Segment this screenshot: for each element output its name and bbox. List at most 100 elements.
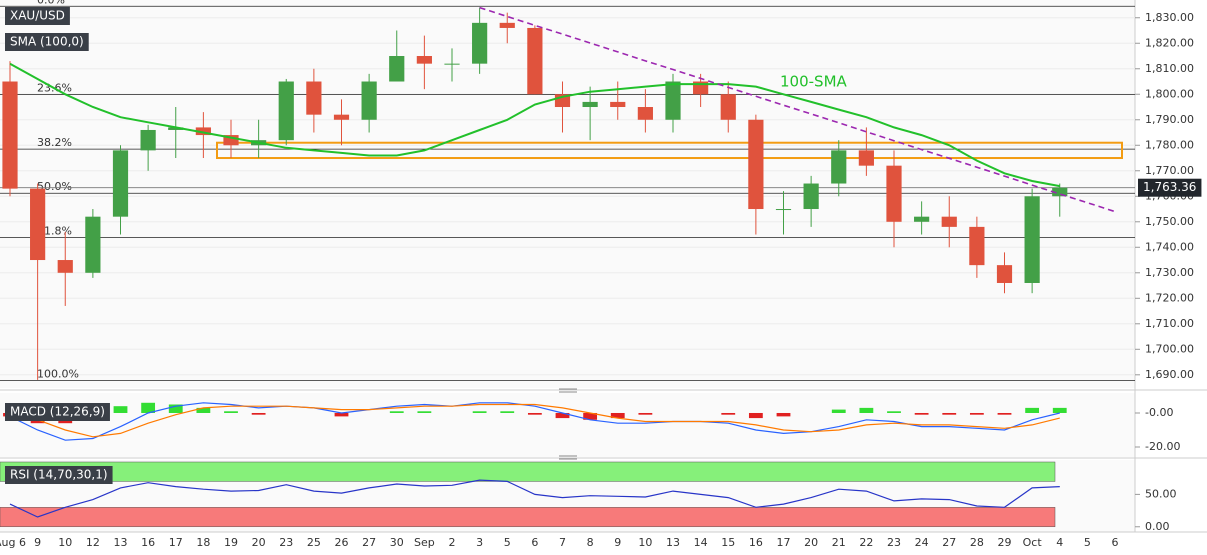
histogram-bar (997, 412, 1012, 415)
histogram-bar (417, 411, 432, 413)
x-tick-label: 19 (224, 536, 238, 549)
y-tick-label: 1,730.00 (1145, 266, 1194, 279)
zone (216, 141, 1123, 160)
fib-label: 50.0% (37, 180, 72, 193)
pane-handle[interactable] (559, 388, 577, 393)
x-tick-label: 8 (587, 536, 594, 549)
candle-body (914, 216, 930, 222)
x-tick-label: 3 (476, 536, 483, 549)
candle-body (30, 188, 46, 261)
candle-body (361, 81, 377, 120)
x-tick-label: Aug 6 (0, 536, 26, 549)
x-tick-label: 28 (970, 536, 984, 549)
x-tick-label: 30 (390, 536, 404, 549)
candle-body (831, 150, 847, 184)
candle-body (444, 63, 460, 65)
candle-body (858, 150, 874, 166)
histogram-bar (500, 411, 515, 413)
y-tick-label: 1,780.00 (1145, 138, 1194, 151)
x-tick-label: 27 (362, 536, 376, 549)
histogram-bar (196, 407, 211, 413)
y-tick-label: 1,720.00 (1145, 291, 1194, 304)
label-tag (5, 7, 70, 25)
y-tick-label: 1,700.00 (1145, 342, 1194, 355)
y-tick-label: 1,800.00 (1145, 87, 1194, 100)
annotation: 100-SMA (780, 73, 848, 91)
candle-body (195, 127, 211, 136)
x-tick-label: Sep (414, 536, 435, 549)
candle-body (941, 216, 957, 227)
x-tick-label: 24 (915, 536, 929, 549)
x-tick-label: 22 (859, 536, 873, 549)
y-tick-label: 1,710.00 (1145, 317, 1194, 330)
label-tag-text: SMA (100,0) (10, 35, 84, 49)
x-tick-label: 25 (307, 536, 321, 549)
x-tick-label: 14 (694, 536, 708, 549)
pane-handle[interactable] (559, 455, 577, 460)
histogram-bar (583, 412, 598, 420)
line-series (9, 403, 1060, 438)
histogram-bar (638, 412, 653, 415)
candle-body (996, 265, 1013, 283)
x-tick-label: 4 (1056, 536, 1063, 549)
histogram-bar (610, 412, 625, 419)
x-tick-label: 5 (504, 536, 511, 549)
candle-body (2, 81, 18, 189)
fib-label: 100.0% (37, 367, 79, 380)
histogram-bar (555, 412, 570, 419)
x-tick-label: 10 (58, 536, 72, 549)
candle-body (1024, 196, 1040, 283)
x-tick-label: 21 (832, 536, 846, 549)
y-tick-label: -20.00 (1145, 440, 1180, 453)
x-tick-label: 13 (666, 536, 680, 549)
x-tick-label: 18 (196, 536, 210, 549)
candle-body (278, 81, 294, 141)
rsi-band (0, 507, 1056, 528)
histogram-bar (389, 411, 404, 413)
x-tick-label: 5 (1084, 536, 1091, 549)
x-tick-label: 23 (279, 536, 293, 549)
candle-body (85, 216, 101, 273)
x-tick-label: 27 (942, 536, 956, 549)
line-series (9, 479, 1060, 518)
y-tick-label: 0.00 (1145, 520, 1170, 533)
x-tick-label: Oct (1023, 536, 1043, 549)
label-tag (5, 33, 89, 51)
histogram-bar (887, 411, 901, 413)
candle-body (803, 183, 819, 210)
candle-body (472, 22, 488, 64)
y-tick-label: 1,770.00 (1145, 164, 1194, 177)
x-tick-label: 2 (449, 536, 456, 549)
y-tick-label: 1,820.00 (1145, 36, 1194, 49)
candle-body (168, 127, 184, 130)
y-tick-label: 50.00 (1145, 487, 1177, 500)
line-series (9, 402, 1060, 441)
x-tick-label: 23 (887, 536, 901, 549)
x-tick-label: 16 (141, 536, 155, 549)
candle-body (527, 27, 543, 95)
candle-body (140, 129, 156, 151)
candle-body (720, 94, 736, 120)
x-tick-label: 26 (335, 536, 349, 549)
candle-body (389, 56, 405, 82)
candle-body (665, 81, 681, 120)
label-tag (5, 466, 113, 484)
x-tick-label: 20 (804, 536, 818, 549)
candle-body (416, 56, 432, 64)
x-tick-label: 20 (252, 536, 266, 549)
fib-label: 0.0% (37, 0, 65, 6)
x-tick-label: 17 (777, 536, 791, 549)
price-pane (0, 0, 1135, 388)
y-tick-label: 1,790.00 (1145, 113, 1194, 126)
label-tag (1138, 178, 1202, 197)
x-tick-label: 12 (86, 536, 100, 549)
label-tag-text: RSI (14,70,30,1) (10, 468, 108, 482)
candle-body (610, 101, 626, 108)
y-tick-label: 1,810.00 (1145, 62, 1194, 75)
y-tick-label: 1,830.00 (1145, 11, 1194, 24)
fib-label: 61.8% (37, 225, 72, 238)
candle-body (306, 81, 322, 115)
candle-body (333, 114, 350, 120)
x-tick-label: 13 (114, 536, 128, 549)
